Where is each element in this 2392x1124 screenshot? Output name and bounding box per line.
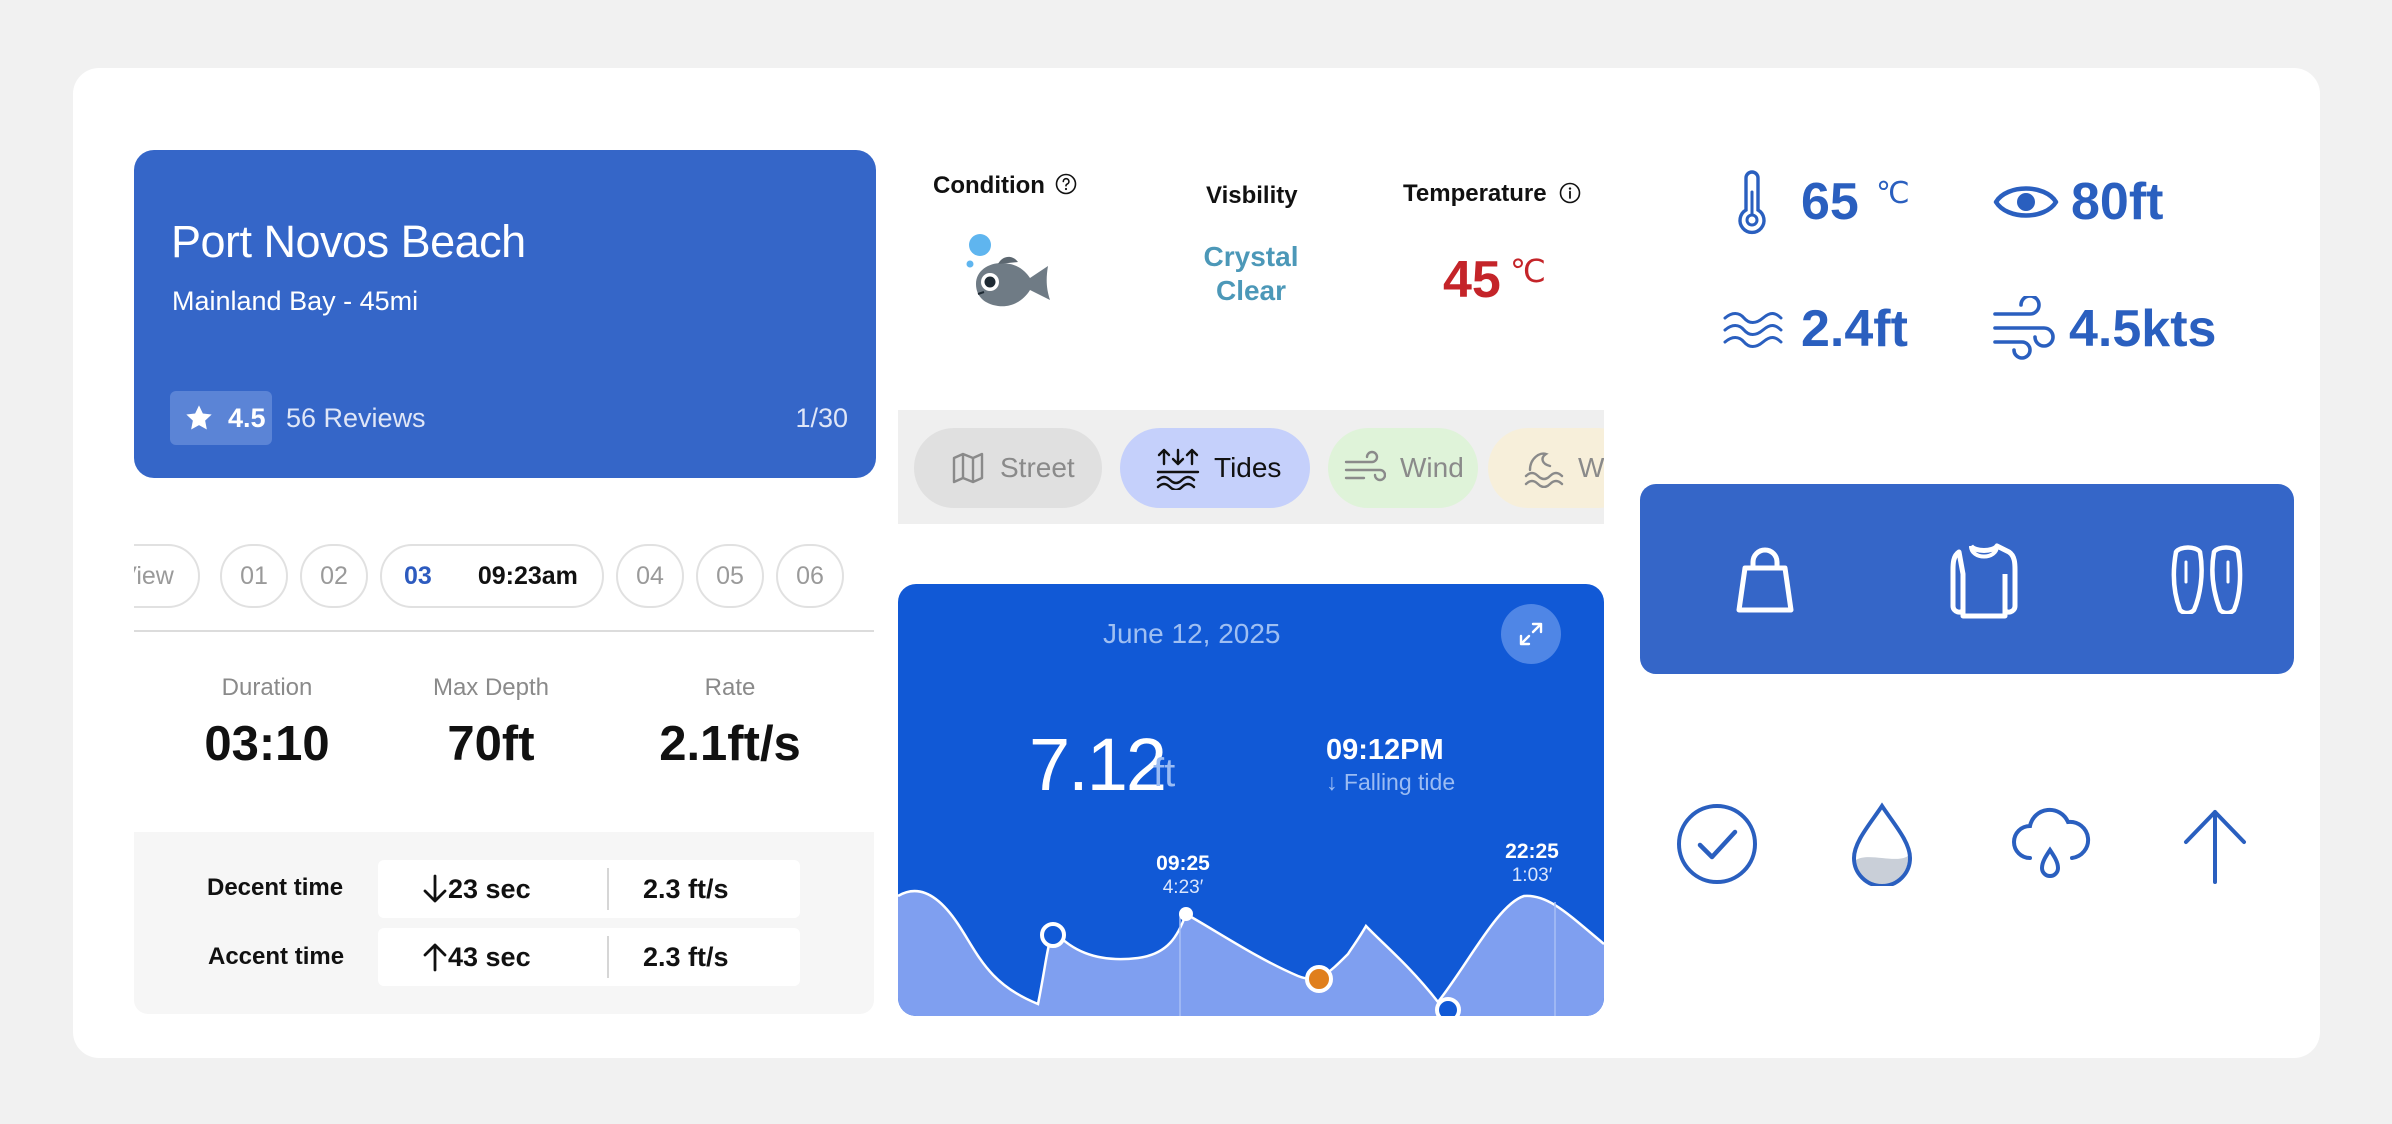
- tab-tides[interactable]: Tides: [1120, 428, 1310, 508]
- dive-tab-label: 05: [716, 561, 744, 590]
- waves-icon: [1723, 312, 1783, 348]
- expand-icon: [1519, 622, 1543, 646]
- descent-pill: 23 sec 2.3 ft/s: [378, 860, 800, 918]
- waves-icon: [1524, 452, 1564, 488]
- dive-tab-01[interactable]: 01: [220, 544, 288, 608]
- tab-street[interactable]: Street: [914, 428, 1102, 508]
- descent-label: Decent time: [207, 874, 344, 901]
- dive-tab-label: 06: [796, 561, 824, 590]
- max-depth-label: Max Depth: [432, 674, 550, 701]
- rate-value: 2.1ft/s: [659, 717, 801, 771]
- temperature-label: Temperature: [1403, 180, 1547, 207]
- location-card[interactable]: Port Novos Beach Mainland Bay - 45mi 4.5…: [134, 150, 876, 478]
- rating-badge: 4.5: [170, 391, 272, 445]
- temperature-unit: ℃: [1510, 253, 1546, 289]
- dive-tab-03[interactable]: 03 09:23am: [380, 544, 604, 608]
- visibility-value-line1: Crystal: [1203, 241, 1299, 272]
- arrow-up-icon[interactable]: [2178, 806, 2252, 886]
- expand-button[interactable]: [1501, 604, 1561, 664]
- dive-tab-label: 03: [404, 561, 432, 590]
- tide-date: June 12, 2025: [1103, 618, 1281, 649]
- wind-speed-value: 4.5kts: [2069, 300, 2217, 358]
- visibility-label: Visbility: [1206, 182, 1298, 209]
- star-icon: [186, 405, 212, 430]
- tide-time: 09:12PM: [1326, 734, 1444, 766]
- ascent-label: Accent time: [208, 943, 345, 970]
- visibility-metric-value: 80ft: [2071, 173, 2164, 231]
- ascent-pill: 43 sec 2.3 ft/s: [378, 928, 800, 986]
- thermometer-icon: [1738, 170, 1766, 235]
- reviews-link[interactable]: 56 Reviews: [286, 403, 426, 433]
- dive-tab-label: 01: [240, 561, 268, 590]
- tab-label: Tides: [1214, 452, 1282, 483]
- fins-icon[interactable]: [2170, 544, 2244, 614]
- tab-wind[interactable]: Wind: [1328, 428, 1478, 508]
- location-title: Port Novos Beach: [171, 216, 526, 267]
- dive-tab-label: 02: [320, 561, 348, 590]
- dive-tab-strip: View 01 02 03 09:23am 04 05 06: [134, 540, 874, 620]
- dive-tab-view[interactable]: View: [134, 544, 200, 608]
- tab-waves[interactable]: W: [1488, 428, 1604, 508]
- water-drop-icon[interactable]: [1846, 802, 1918, 886]
- rating-value: 4.5: [228, 403, 266, 433]
- tide-height-unit: ft: [1153, 751, 1176, 795]
- page-counter: 1/30: [795, 403, 848, 433]
- dive-tab-04[interactable]: 04: [616, 544, 684, 608]
- visibility-value-line2: Clear: [1215, 275, 1287, 306]
- dive-tab-label: View: [134, 561, 174, 590]
- tide-curve: [898, 889, 1604, 1016]
- dive-tab-02[interactable]: 02: [300, 544, 368, 608]
- wetsuit-icon[interactable]: [1949, 540, 2019, 620]
- ascent-seconds: 43 sec: [448, 942, 531, 972]
- dive-tab-label: 04: [636, 561, 664, 590]
- tide-height-value: 7.12: [1029, 723, 1167, 806]
- descent-rate: 2.3 ft/s: [643, 874, 729, 904]
- gear-card: [1640, 484, 2294, 674]
- bag-icon[interactable]: [1733, 546, 1797, 616]
- tides-icon: [1156, 448, 1200, 490]
- location-subtitle: Mainland Bay - 45mi: [172, 286, 419, 316]
- fish-icon: [966, 234, 1050, 307]
- descent-seconds: 23 sec: [448, 874, 531, 904]
- wind-icon: [1344, 450, 1386, 482]
- dive-tab-time: 09:23am: [477, 561, 578, 590]
- water-temp-value: 65: [1801, 173, 1859, 231]
- tide-label-value: 1:03′: [1511, 865, 1553, 886]
- divider: [134, 630, 874, 632]
- duration-label: Duration: [221, 674, 313, 701]
- condition-label: Condition: [933, 172, 1045, 199]
- rate-label: Rate: [704, 674, 756, 701]
- help-icon[interactable]: [1055, 173, 1077, 195]
- pill-divider: [607, 936, 609, 978]
- dive-tab-05[interactable]: 05: [696, 544, 764, 608]
- check-circle-icon[interactable]: [1675, 802, 1759, 886]
- tide-label-time: 22:25: [1505, 840, 1559, 863]
- wind-icon: [1993, 296, 2055, 360]
- arrow-down-icon: [423, 874, 447, 903]
- max-depth-value: 70ft: [447, 717, 535, 771]
- tab-label: Street: [1000, 452, 1075, 483]
- cloud-rain-icon[interactable]: [2008, 802, 2092, 884]
- tide-chart-card: June 12, 2025 7.12 ft 09:12PM ↓ Falling …: [898, 584, 1604, 1016]
- dive-tab-06[interactable]: 06: [776, 544, 844, 608]
- eye-icon: [1993, 186, 2059, 218]
- tide-label-time: 09:25: [1156, 852, 1210, 875]
- map-icon: [952, 452, 984, 484]
- tab-label: W: [1578, 452, 1604, 483]
- map-layer-tabs: Street Tides Wind W: [898, 410, 1604, 524]
- arrow-up-icon: [423, 943, 447, 972]
- info-icon[interactable]: [1559, 182, 1581, 204]
- duration-value: 03:10: [204, 717, 330, 771]
- tab-label: Wind: [1400, 452, 1464, 483]
- visibility-value: Crystal Clear: [1186, 240, 1316, 308]
- pill-divider: [607, 868, 609, 910]
- ascent-rate: 2.3 ft/s: [643, 942, 729, 972]
- wave-height-value: 2.4ft: [1801, 300, 1908, 358]
- water-temp-unit: ℃: [1876, 177, 1910, 210]
- descent-ascent-panel: Decent time 23 sec 2.3 ft/s Accent time …: [134, 832, 874, 1014]
- tide-label-value: 4:23′: [1162, 877, 1204, 898]
- tide-trend: ↓ Falling tide: [1326, 769, 1456, 795]
- temperature-value: 45: [1443, 251, 1501, 309]
